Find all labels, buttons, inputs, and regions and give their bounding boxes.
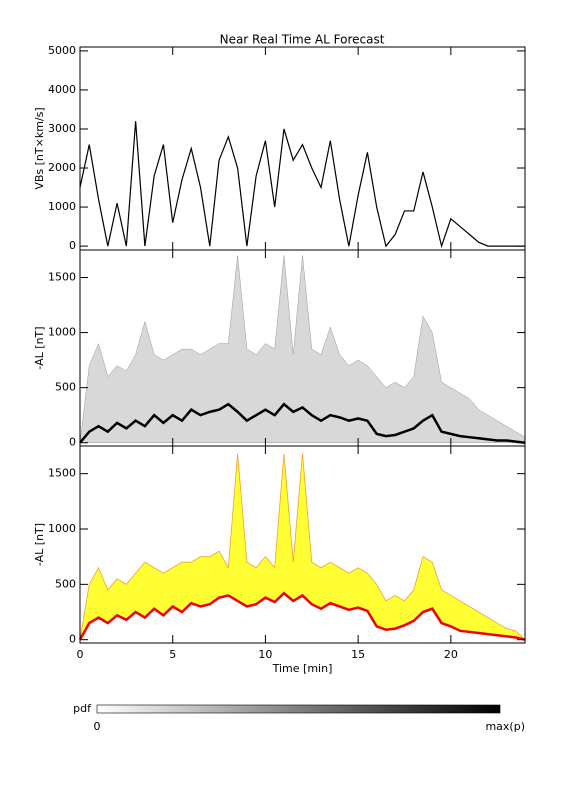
y-tick-label: 500 [55, 381, 76, 394]
forecast-band [79, 453, 527, 641]
colorbar-min: 0 [94, 720, 101, 733]
x-axis-label: Time [min] [272, 662, 333, 675]
y-axis-label: -AL [nT] [33, 523, 46, 566]
x-tick-label: 10 [258, 648, 272, 661]
x-tick-label: 15 [351, 648, 365, 661]
y-tick-label: 1000 [48, 326, 76, 339]
y-tick-label: 4000 [48, 83, 76, 96]
colorbar [96, 704, 501, 714]
data-line [79, 121, 525, 249]
colorbar-label: pdf [73, 702, 92, 715]
panel-frame [79, 445, 526, 644]
y-tick-label: 1500 [48, 271, 76, 284]
forecast-line [78, 591, 526, 641]
y-tick-label: 1000 [48, 522, 76, 535]
y-tick-label: 5000 [48, 44, 76, 57]
x-tick-label: 5 [169, 648, 176, 661]
panel-frame [79, 46, 526, 251]
y-axis-label: VBs [nT×km/s] [33, 107, 46, 189]
x-tick-label: 20 [444, 648, 458, 661]
y-tick-label: 1500 [48, 467, 76, 480]
y-tick-label: 1000 [48, 200, 76, 213]
y-tick-label: 0 [69, 633, 76, 646]
chart-title: Near Real Time AL Forecast [220, 33, 385, 47]
x-tick-label: 0 [77, 648, 84, 661]
y-tick-label: 0 [69, 436, 76, 449]
y-tick-label: 0 [69, 239, 76, 252]
y-tick-label: 2000 [48, 161, 76, 174]
colorbar-max: max(p) [485, 720, 525, 733]
mode-line [79, 402, 526, 444]
y-tick-label: 500 [55, 577, 76, 590]
density-area [79, 255, 526, 443]
y-axis-label: -AL [nT] [33, 326, 46, 369]
y-tick-label: 3000 [48, 122, 76, 135]
